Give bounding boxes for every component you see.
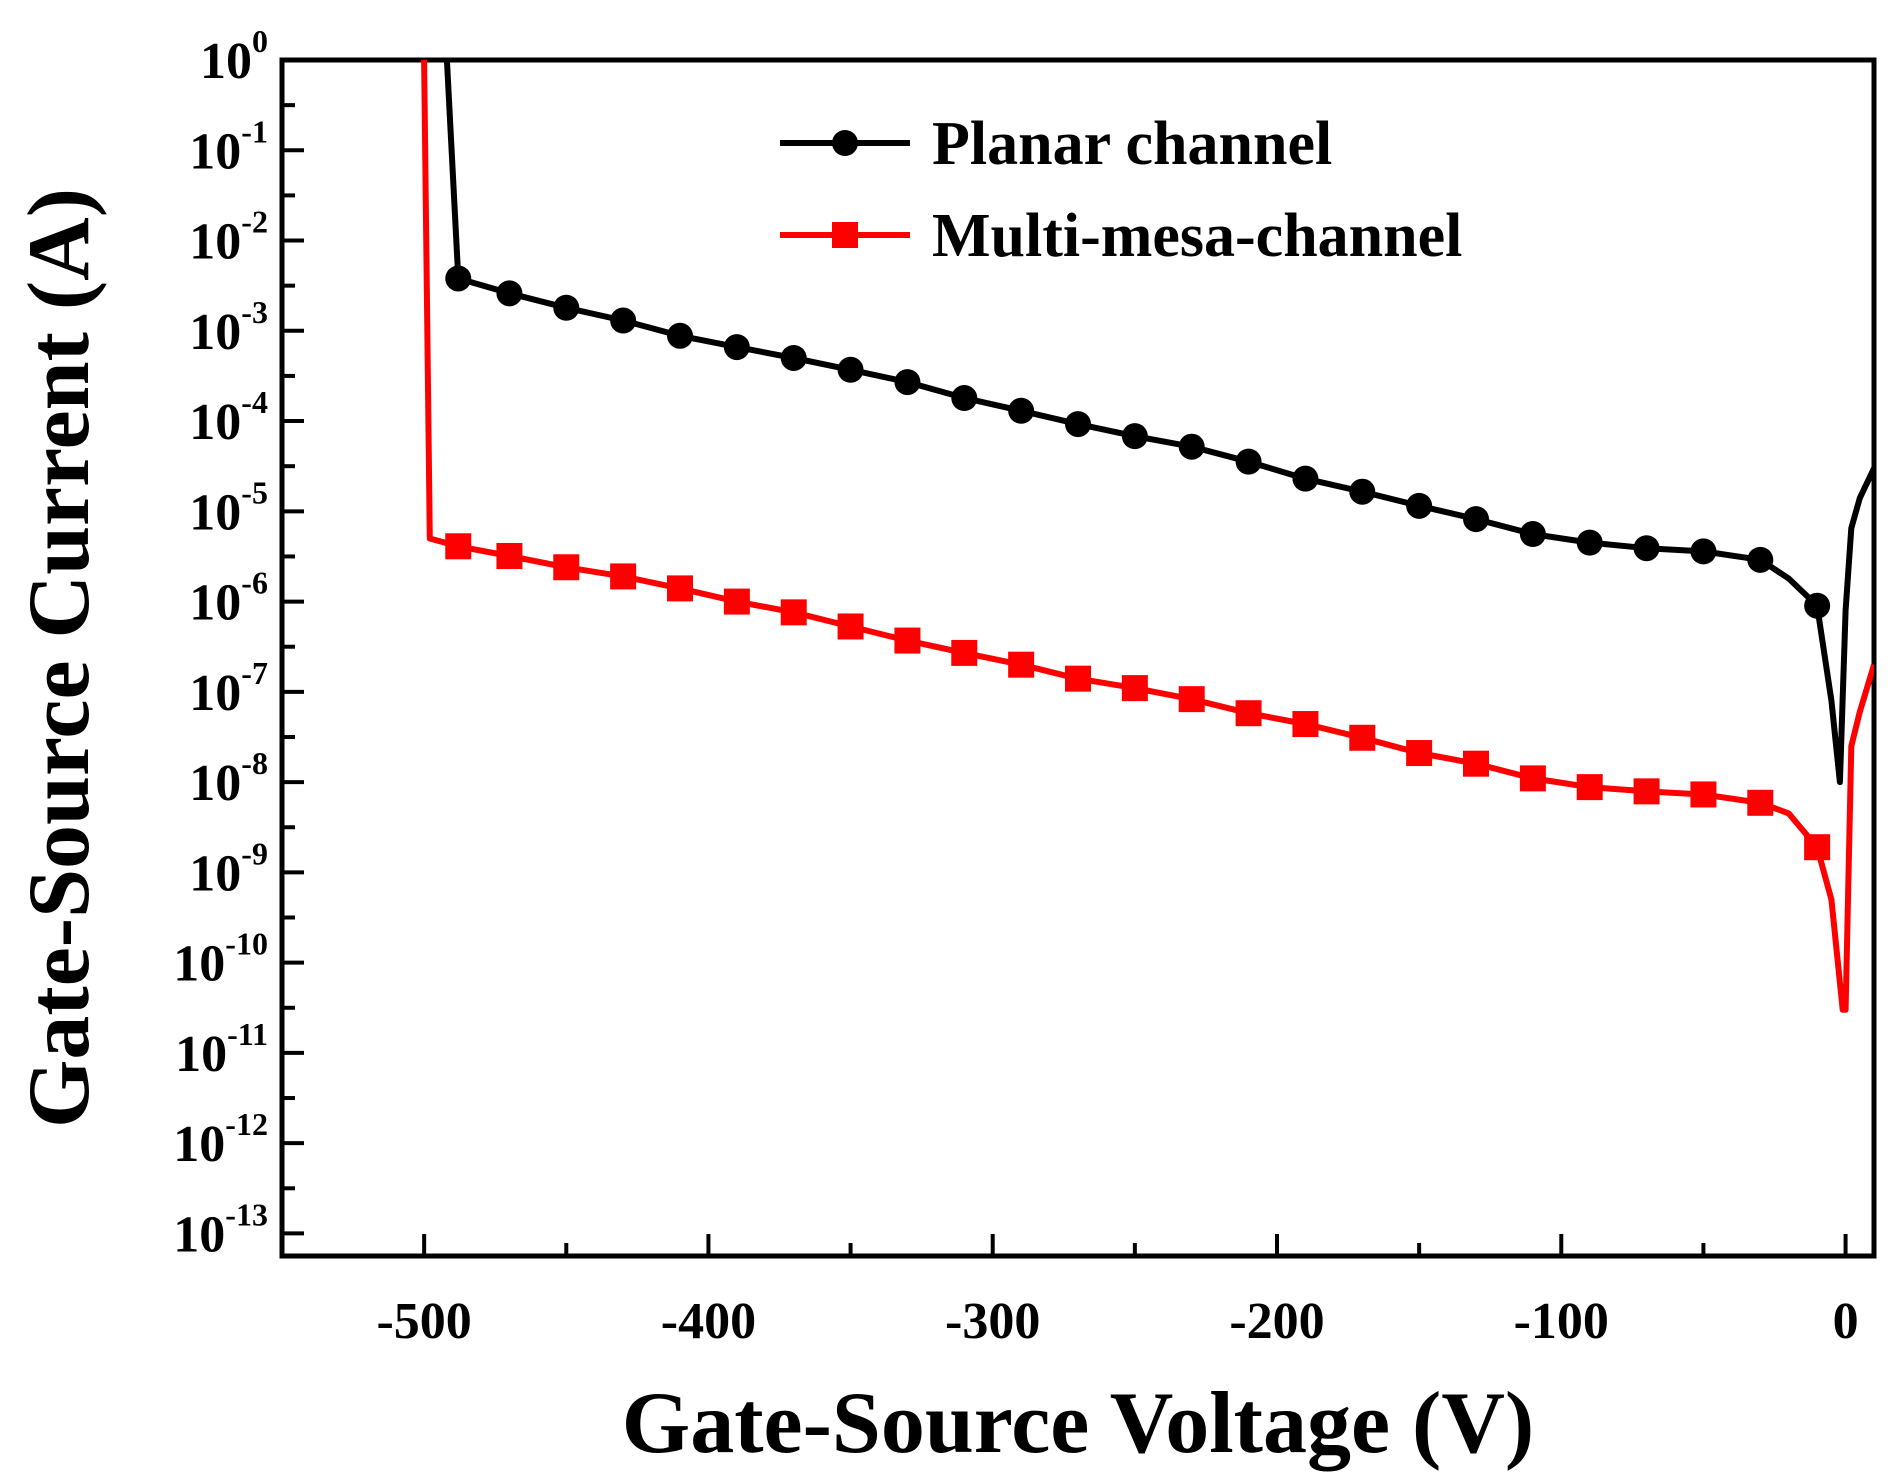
y-axis-tick-labels: 100 10-1 10-2 10-3 10-4 10-5 10-6 10-7 10-8 10-9 1… — [173, 23, 268, 1263]
data-point — [1349, 478, 1376, 505]
x-tick-label: -100 — [1514, 1293, 1609, 1350]
data-point — [1121, 423, 1148, 450]
y-tick-label: 10-5 — [189, 474, 268, 541]
y-tick-label: 10-3 — [189, 294, 268, 361]
data-point — [1519, 521, 1546, 548]
y-tick-label: 10-2 — [189, 204, 268, 271]
data-point — [610, 307, 637, 334]
y-tick-label: 10-4 — [189, 384, 268, 451]
data-point — [1349, 724, 1376, 751]
data-point — [1178, 433, 1205, 460]
data-point — [780, 599, 807, 626]
x-axis-tick-labels: -500 -400 -300 -200 -100 0 — [376, 1293, 1858, 1350]
legend-marker-multi-mesa — [832, 222, 858, 248]
y-tick-label: 10-12 — [173, 1106, 268, 1173]
y-tick-label: 10-8 — [189, 745, 268, 812]
data-point — [1008, 397, 1035, 424]
legend-marker-planar — [832, 130, 858, 156]
data-point — [1008, 651, 1035, 678]
y-tick-label: 10-7 — [189, 655, 268, 722]
y-tick-label: 10-6 — [189, 565, 268, 632]
x-tick-label: -500 — [376, 1293, 471, 1350]
data-point — [1633, 778, 1660, 805]
data-point — [496, 542, 523, 569]
series-layer — [421, 60, 1874, 1013]
data-point — [1406, 740, 1433, 767]
y-axis-title: Gate-Source Current (A) — [11, 188, 108, 1128]
data-point — [1065, 411, 1091, 438]
x-tick-label: 0 — [1833, 1293, 1859, 1350]
y-tick-label: 10-11 — [175, 1016, 268, 1083]
data-point — [723, 334, 750, 361]
legend-label-multi-mesa: Multi-mesa-channel — [932, 202, 1462, 270]
data-point — [1804, 592, 1831, 619]
series-line — [421, 60, 1874, 1013]
y-axis-ticks — [282, 58, 304, 1236]
data-point — [1576, 774, 1603, 801]
data-point — [1065, 665, 1091, 692]
legend: Planar channel Multi-mesa-channel — [780, 110, 1462, 270]
data-point — [1519, 765, 1546, 792]
x-axis-ticks — [280, 1234, 1848, 1256]
y-tick-label: 10-9 — [189, 835, 268, 902]
data-point — [667, 322, 693, 349]
data-point — [951, 385, 978, 412]
series-0 — [443, 60, 1874, 786]
y-tick-label: 100 — [200, 23, 268, 90]
data-point — [894, 369, 921, 396]
data-point — [1747, 546, 1774, 573]
data-point — [496, 280, 523, 307]
data-point — [894, 627, 921, 654]
x-tick-label: -200 — [1229, 1293, 1324, 1350]
data-point — [723, 588, 750, 615]
data-point — [610, 563, 637, 590]
plot-frame — [279, 57, 1877, 1259]
data-point — [1292, 711, 1319, 738]
data-point — [1690, 538, 1717, 565]
data-point — [951, 639, 978, 666]
x-tick-label: -300 — [945, 1293, 1040, 1350]
data-point — [1235, 448, 1262, 475]
data-point — [1235, 700, 1262, 727]
data-point — [1463, 750, 1489, 777]
data-point — [837, 613, 864, 640]
y-tick-label: 10-13 — [173, 1196, 268, 1263]
x-tick-label: -400 — [661, 1293, 756, 1350]
series-1 — [421, 60, 1874, 1013]
data-point — [553, 554, 580, 581]
x-axis-title: Gate-Source Voltage (V) — [622, 1375, 1534, 1472]
data-point — [780, 344, 807, 371]
y-tick-label: 10-10 — [173, 926, 268, 993]
data-point — [667, 575, 693, 602]
y-tick-label: 10-1 — [189, 113, 268, 180]
data-point — [1690, 781, 1717, 808]
data-point — [1747, 789, 1774, 816]
data-point — [445, 265, 472, 292]
data-point — [1804, 834, 1831, 861]
data-point — [1576, 529, 1603, 556]
data-point — [1292, 465, 1319, 492]
data-point — [445, 533, 472, 560]
data-point — [1178, 686, 1205, 713]
data-point — [1463, 506, 1489, 533]
data-point — [1633, 535, 1660, 562]
data-point — [837, 356, 864, 383]
data-point — [553, 294, 580, 321]
data-point — [1121, 675, 1148, 702]
legend-label-planar: Planar channel — [932, 110, 1332, 178]
data-point — [1406, 492, 1433, 519]
